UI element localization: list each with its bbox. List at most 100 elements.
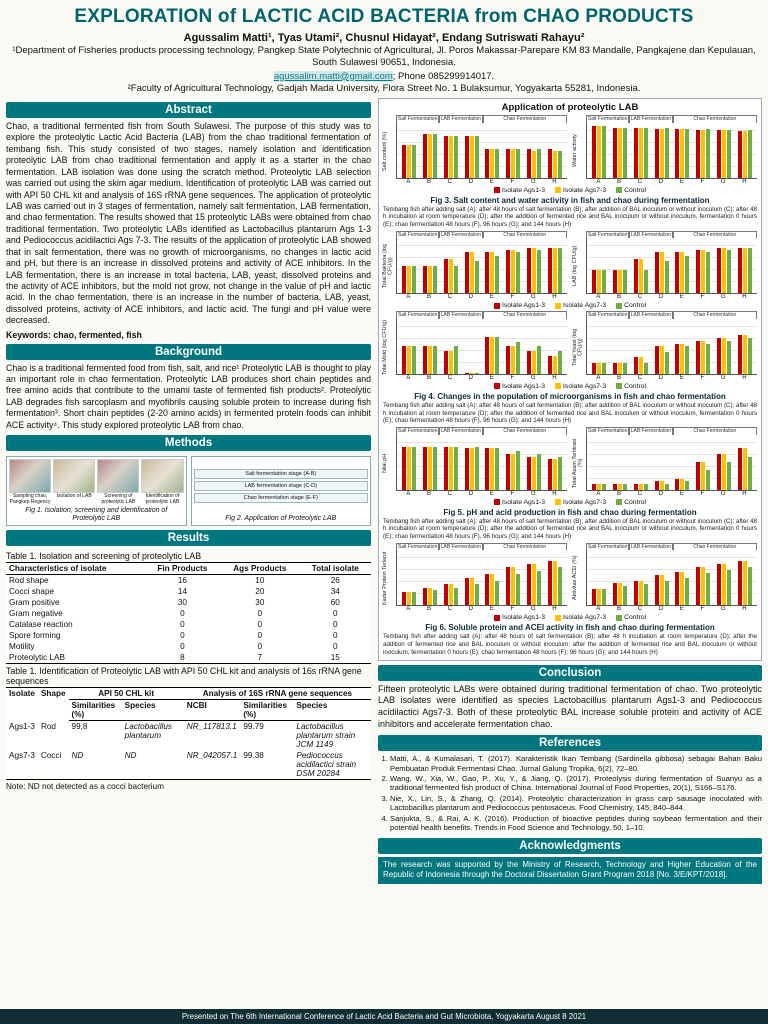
fermentation-stage-label: Salt fermentation stage (A-B) — [193, 469, 368, 480]
figure-1-caption: Fig 1. Isolation, screening and identifi… — [25, 507, 168, 523]
bar — [557, 151, 562, 178]
legend-item: Control — [616, 614, 646, 621]
bar-plot — [396, 318, 567, 375]
bar-group — [485, 319, 500, 374]
fermentation-stage-label: LAB fermentation stage (C-D) — [193, 481, 368, 492]
bar — [428, 588, 433, 606]
bar — [453, 446, 458, 490]
legend-item: Control — [616, 187, 646, 194]
contact-line: agussalim.matti@gmail.com; Phone 0852999… — [6, 70, 762, 82]
bar-group — [443, 123, 458, 178]
bar — [654, 481, 659, 490]
bar-plot — [586, 122, 757, 179]
background-text: Chao is a traditional fermented food fro… — [6, 362, 371, 430]
bar-group — [633, 238, 648, 294]
bar — [490, 148, 495, 178]
bar-group — [633, 550, 648, 606]
bar — [664, 580, 669, 606]
fermentation-stage-brackets: Salt Fermentation LAB Fermentation Chao Fe… — [396, 311, 567, 319]
page-title: EXPLORATION of LACTIC ACID BACTERIA from… — [74, 6, 694, 27]
legend-item: Control — [616, 302, 646, 309]
bar — [597, 588, 602, 606]
bar — [536, 249, 541, 294]
bar — [664, 128, 669, 178]
bar-group — [654, 238, 669, 294]
bar — [638, 258, 643, 294]
bar-group — [547, 319, 562, 374]
bar — [643, 484, 648, 490]
bar — [469, 252, 474, 294]
fig3-note: Tembang fish after adding salt (A): afte… — [383, 205, 757, 229]
bar — [506, 346, 511, 374]
bar — [552, 151, 557, 178]
column-header: Fin Products — [144, 562, 221, 576]
bar — [526, 350, 531, 374]
bar — [654, 128, 659, 178]
bar-group — [592, 435, 607, 490]
bar-group — [423, 550, 438, 606]
bar — [737, 448, 742, 490]
bar — [433, 346, 438, 374]
fermentation-stage-brackets: Salt Fermentation LAB Fermentation Chao Fe… — [396, 542, 567, 551]
bar — [659, 252, 664, 294]
bar — [485, 448, 490, 490]
phone-text: ; Phone 085299914017. — [392, 70, 495, 82]
bar — [706, 129, 711, 178]
bar — [613, 484, 618, 490]
method-step-label: Isolation of LAB — [56, 493, 92, 500]
bar — [407, 144, 412, 178]
y-axis-label: Total Mold (log CFU/g) — [382, 319, 388, 375]
bar — [495, 336, 500, 374]
bar-plot — [586, 238, 757, 295]
bar — [526, 247, 531, 294]
bar-group — [675, 435, 690, 490]
total-mold-chart: Salt Fermentation LAB Fermentation Chao Fe… — [382, 311, 567, 381]
bar-group — [696, 435, 711, 490]
bar — [547, 247, 552, 294]
bar — [448, 350, 453, 374]
bar-plot — [396, 238, 567, 295]
legend-swatch — [493, 614, 500, 621]
bar — [680, 572, 685, 606]
fermentation-stage-brackets: Salt Fermentation LAB Fermentation Chao Fe… — [586, 230, 757, 239]
y-axis-label: Total Bakteria (log CFU/g) — [382, 244, 394, 289]
bar — [506, 249, 511, 294]
bar-group — [423, 435, 438, 490]
bar — [602, 270, 607, 294]
fig5-charts: Salt Fermentation LAB Fermentation Chao Fe… — [382, 427, 757, 497]
email-link[interactable]: agussalim.matti@gmail.com — [273, 70, 393, 82]
ph-chart: Salt Fermentation LAB Fermentation Chao Fe… — [382, 427, 567, 497]
bar-group — [485, 435, 500, 490]
bar — [696, 249, 701, 294]
bar — [531, 247, 536, 294]
bar — [680, 478, 685, 490]
bar — [469, 447, 474, 490]
bar-group — [675, 123, 690, 178]
bar — [495, 256, 500, 294]
bar — [557, 247, 562, 294]
conclusion-text: Fifteen proteolytic LABs were obtained d… — [378, 683, 762, 730]
bar-group — [547, 123, 562, 178]
bar-group — [402, 238, 417, 294]
conclusion-heading: Conclusion — [378, 664, 762, 681]
bar — [407, 446, 412, 490]
bar-plot — [396, 434, 567, 491]
bar — [633, 484, 638, 490]
bar — [485, 148, 490, 178]
bar — [443, 258, 448, 294]
table-header-row: Characteristics of isolate Fin Products Ag… — [6, 562, 371, 576]
bar-group — [654, 550, 669, 606]
bar — [506, 148, 511, 178]
bar — [592, 484, 597, 490]
bar — [536, 570, 541, 606]
bar-group — [526, 123, 541, 178]
bar — [726, 340, 731, 374]
bar — [511, 148, 516, 178]
background-heading: Background — [6, 343, 371, 360]
figure-1-step-labels: Sampling chao, Pangkep Regency Isolation … — [9, 493, 184, 505]
bar — [407, 591, 412, 606]
bar — [511, 567, 516, 606]
bar — [716, 338, 721, 374]
acknowledgments-heading: Acknowledgments — [378, 837, 762, 854]
fermentation-stage-brackets: Salt Fermentation LAB Fermentation Chao Fe… — [396, 115, 567, 123]
